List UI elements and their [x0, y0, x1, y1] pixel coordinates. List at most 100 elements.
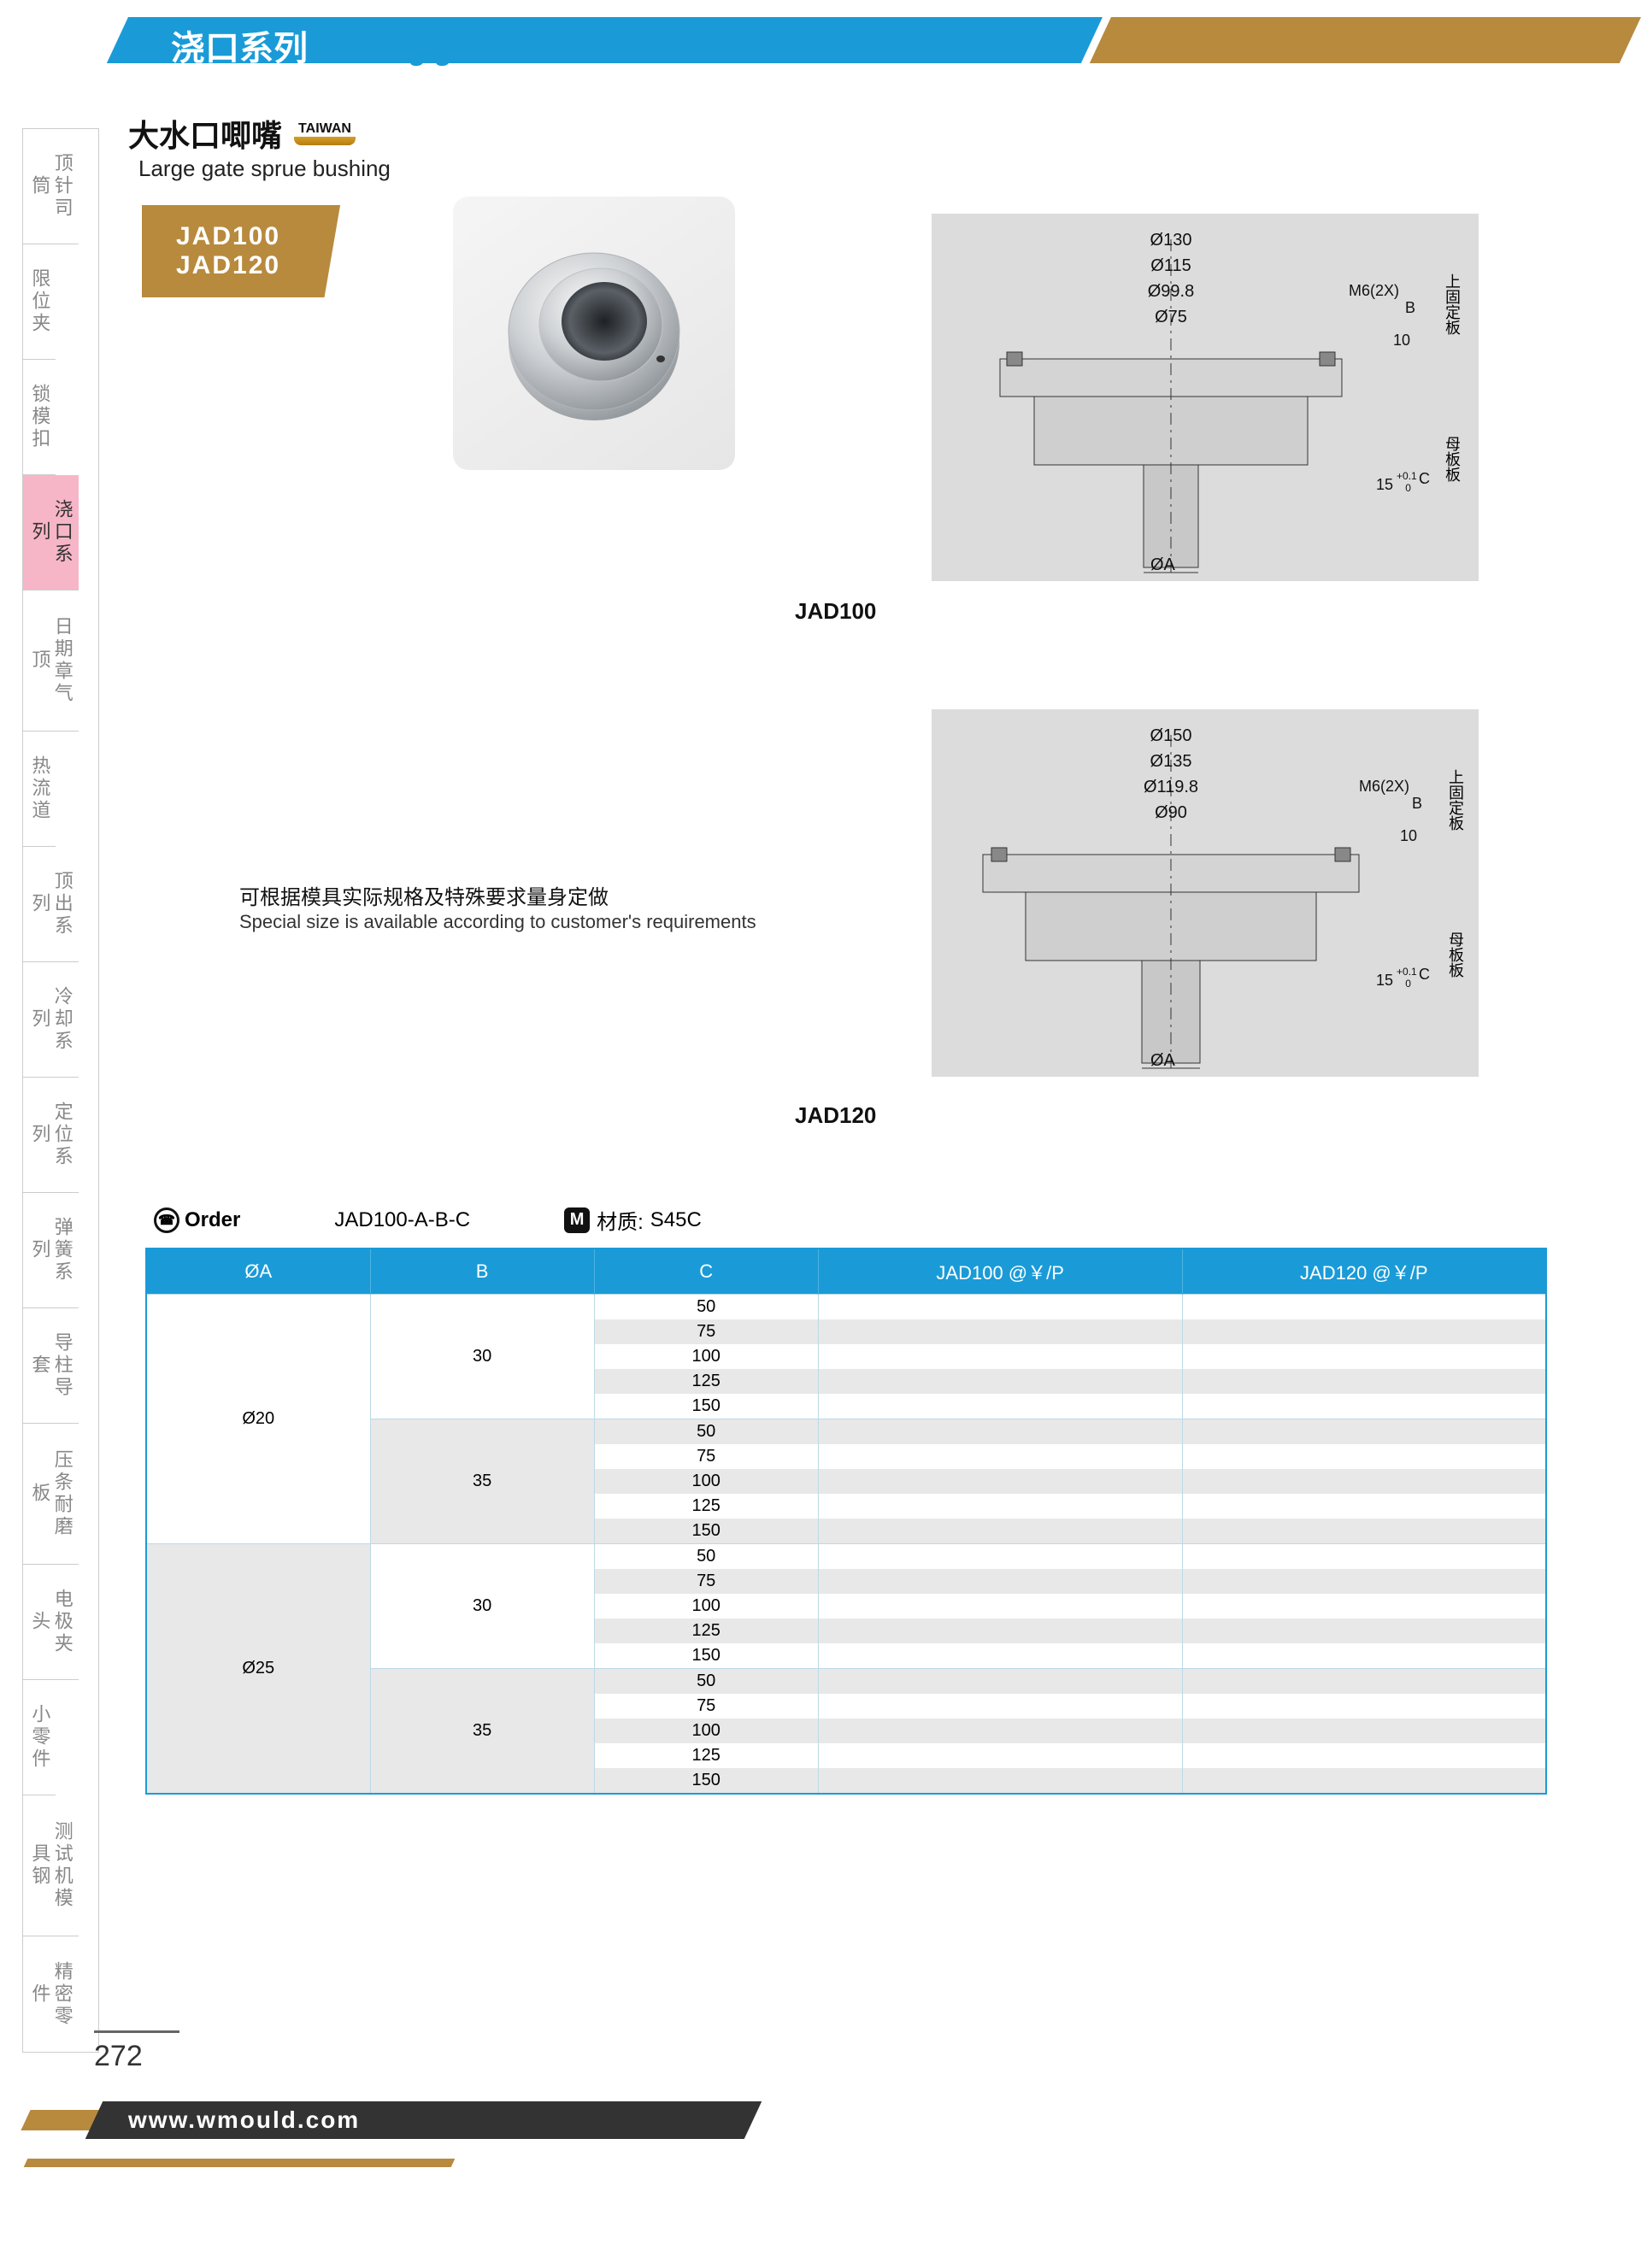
cell-price-jad100 [818, 1319, 1182, 1344]
cell-price-jad120 [1182, 1494, 1546, 1519]
cell-c: 100 [594, 1594, 818, 1619]
cell-b: 30 [370, 1544, 594, 1669]
cell-price-jad120 [1182, 1295, 1546, 1320]
cell-price-jad120 [1182, 1643, 1546, 1669]
category-sidebar: 顶针司筒限位夹锁模扣浇口系列日期章气顶热流道顶出系列冷却系列定位系列弹簧系列导柱… [22, 128, 99, 2053]
th-b: B [370, 1249, 594, 1295]
dim-10-jad100: 10 [1393, 332, 1410, 349]
top-plate-label-jad120: 上固定板 [1444, 769, 1467, 831]
cell-price-jad120 [1182, 1694, 1546, 1719]
sidebar-item-4[interactable]: 日期章气顶 [23, 591, 79, 732]
sidebar-item-3[interactable]: 浇口系列 [23, 475, 79, 591]
taiwan-badge-text: TAIWAN [298, 121, 351, 137]
cell-c: 100 [594, 1719, 818, 1743]
top-plate-label-jad100: 上固定板 [1441, 273, 1463, 335]
cell-c: 50 [594, 1544, 818, 1570]
cell-price-jad120 [1182, 1594, 1546, 1619]
sidebar-item-label: 顶出系列 [28, 864, 74, 944]
part-label-jad120: JAD120 [795, 1102, 876, 1129]
sidebar-item-13[interactable]: 小零件 [23, 1680, 56, 1795]
sidebar-item-14[interactable]: 测试机模具钢 [23, 1795, 79, 1936]
cell-c: 125 [594, 1619, 818, 1643]
cell-price-jad120 [1182, 1669, 1546, 1695]
cell-price-jad120 [1182, 1569, 1546, 1594]
product-title-en: Large gate sprue bushing [138, 156, 1598, 182]
sidebar-item-5[interactable]: 热流道 [23, 732, 56, 847]
sidebar-item-label: 热流道 [28, 755, 50, 822]
cell-c: 50 [594, 1295, 818, 1320]
sidebar-item-label: 测试机模具钢 [28, 1813, 74, 1918]
order-line: ☎ Order JAD100-A-B-C M 材质:S45C [154, 1205, 702, 1235]
sidebar-item-12[interactable]: 电极夹头 [23, 1565, 79, 1680]
cell-price-jad120 [1182, 1344, 1546, 1369]
material-badge-icon: M [564, 1207, 590, 1233]
sidebar-item-0[interactable]: 顶针司筒 [23, 129, 79, 244]
cell-b: 35 [370, 1669, 594, 1795]
base-plate-label-jad100: 母板板 [1441, 436, 1463, 482]
dim-d150: Ø150 [1060, 723, 1282, 749]
sidebar-item-15[interactable]: 精密零件 [23, 1936, 79, 2052]
cell-price-jad100 [818, 1719, 1182, 1743]
product-title-cn: 大水口唧嘴 [128, 111, 282, 156]
sidebar-item-6[interactable]: 顶出系列 [23, 847, 79, 962]
th-c: C [594, 1249, 818, 1295]
cell-c: 75 [594, 1694, 818, 1719]
model-box: JAD100 JAD120 [142, 205, 340, 297]
sidebar-item-8[interactable]: 定位系列 [23, 1078, 79, 1193]
dim-15-jad100: 15 [1376, 476, 1393, 494]
cell-price-jad120 [1182, 1444, 1546, 1469]
cell-c: 75 [594, 1444, 818, 1469]
cell-price-jad120 [1182, 1319, 1546, 1344]
cell-price-jad100 [818, 1394, 1182, 1419]
cell-price-jad120 [1182, 1619, 1546, 1643]
cell-c: 125 [594, 1494, 818, 1519]
part-label-jad100: JAD100 [795, 598, 876, 625]
footer-gold-tail [24, 2159, 456, 2167]
cell-oa: Ø25 [146, 1544, 370, 1795]
dim-c-jad120: C [1419, 966, 1430, 983]
cell-price-jad100 [818, 1469, 1182, 1494]
base-plate-label-jad120: 母板板 [1444, 931, 1467, 978]
sidebar-item-11[interactable]: 压条耐磨板 [23, 1424, 79, 1565]
sidebar-item-1[interactable]: 限位夹 [23, 244, 56, 360]
cell-c: 150 [594, 1394, 818, 1419]
sidebar-item-2[interactable]: 锁模扣 [23, 360, 56, 475]
dim-d75: Ø75 [1060, 304, 1282, 330]
sidebar-item-label: 浇口系列 [28, 492, 74, 573]
cell-c: 75 [594, 1569, 818, 1594]
cell-price-jad100 [818, 1569, 1182, 1594]
sidebar-item-label: 电极夹头 [28, 1582, 74, 1662]
footer-url-bar: www.wmould.com [26, 2101, 753, 2140]
sidebar-item-label: 小零件 [28, 1704, 50, 1771]
bushing-render [500, 239, 688, 427]
page-number: 272 [94, 2030, 179, 2073]
footer-url-text: www.wmould.com [128, 2106, 360, 2134]
dim-d90: Ø90 [1060, 800, 1282, 826]
dim-d135: Ø135 [1060, 749, 1282, 774]
dim-oa-jad100: ØA [1150, 555, 1175, 574]
sidebar-item-label: 顶针司筒 [28, 146, 74, 226]
material-value: S45C [650, 1208, 702, 1232]
dim-d130: Ø130 [1060, 227, 1282, 253]
taiwan-badge-underline [294, 137, 356, 145]
cell-price-jad100 [818, 1768, 1182, 1794]
sidebar-item-9[interactable]: 弹簧系列 [23, 1193, 79, 1308]
banner-gold-stripe [1090, 17, 1641, 63]
cell-c: 150 [594, 1643, 818, 1669]
sidebar-item-label: 锁模扣 [28, 384, 50, 450]
sidebar-item-7[interactable]: 冷却系列 [23, 962, 79, 1078]
cell-c: 150 [594, 1768, 818, 1794]
note-cn: 可根据模具实际规格及特殊要求量身定做 [239, 880, 609, 910]
cell-price-jad100 [818, 1544, 1182, 1570]
cell-price-jad120 [1182, 1544, 1546, 1570]
cell-price-jad120 [1182, 1719, 1546, 1743]
cell-price-jad100 [818, 1494, 1182, 1519]
sidebar-item-label: 定位系列 [28, 1095, 74, 1175]
cell-price-jad100 [818, 1295, 1182, 1320]
dim-screw-jad120: M6(2X) [1359, 778, 1409, 795]
order-example: JAD100-A-B-C [334, 1208, 470, 1232]
cell-price-jad120 [1182, 1768, 1546, 1794]
dim-d1198: Ø119.8 [1060, 774, 1282, 800]
sidebar-item-10[interactable]: 导柱导套 [23, 1308, 79, 1424]
cell-price-jad100 [818, 1444, 1182, 1469]
